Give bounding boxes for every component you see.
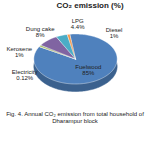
svg-text:Fuelwood85%: Fuelwood85% bbox=[75, 64, 101, 76]
svg-text:LPG4.4%: LPG4.4% bbox=[71, 18, 85, 30]
svg-text:Dung cake8%: Dung cake8% bbox=[26, 26, 55, 38]
svg-text:Diesel1%: Diesel1% bbox=[106, 27, 123, 39]
html-text:CO₂ emission (%): CO₂ emission (%) bbox=[56, 1, 124, 10]
svg-text:Kerosene1%: Kerosene1% bbox=[6, 46, 32, 58]
svg-text:Electricity0.12%: Electricity0.12% bbox=[12, 69, 38, 81]
html-text:Fig. 4. Annual CO₂ emission fr: Fig. 4. Annual CO₂ emission from total h… bbox=[6, 111, 144, 124]
